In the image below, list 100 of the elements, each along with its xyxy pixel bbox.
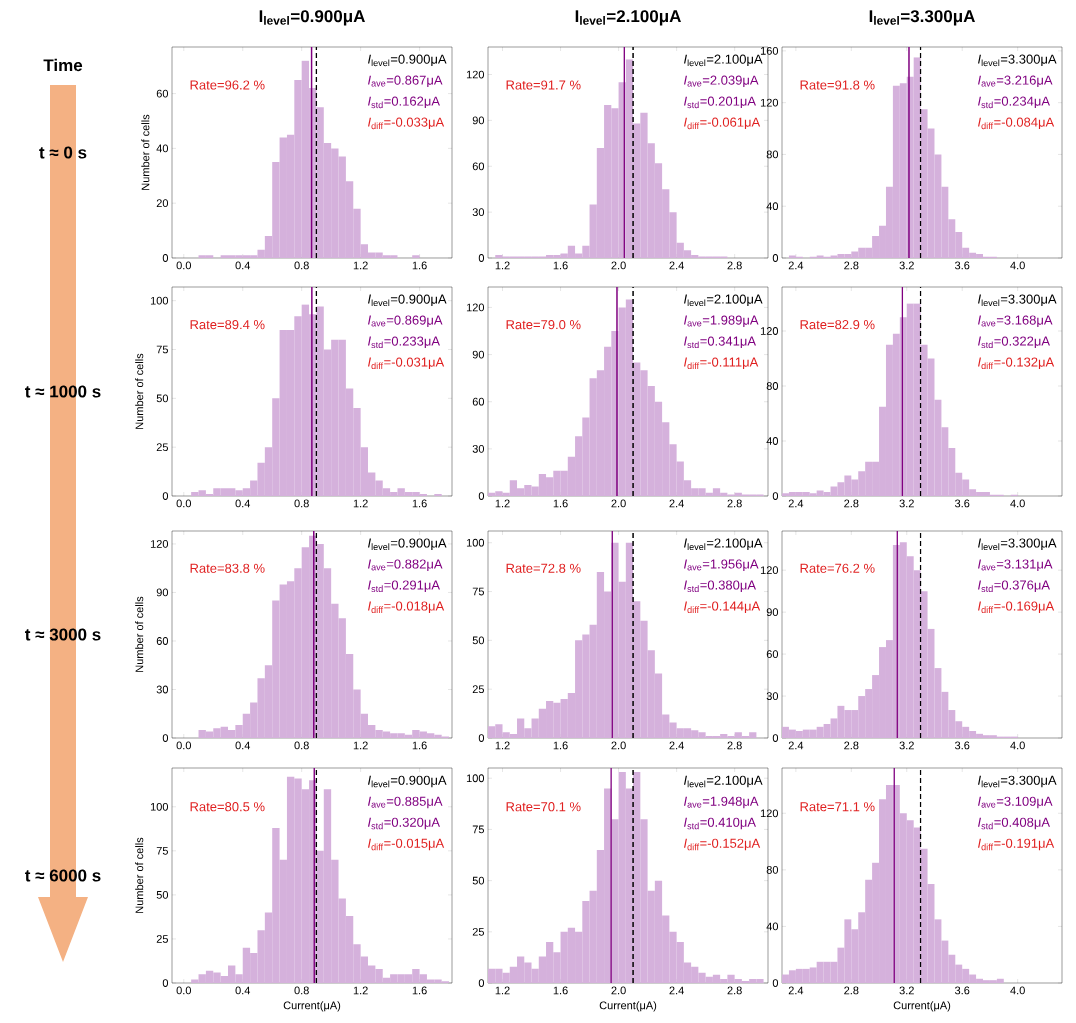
annotation: I$_{std}$=0.233μA bbox=[368, 336, 440, 349]
y-tick-label: 40 bbox=[156, 144, 169, 153]
annotation: I$_{ave}$=1.956μA bbox=[684, 559, 759, 571]
annotation: I$_{std}$=0.410μA bbox=[684, 817, 756, 830]
y-tick-label: 0 bbox=[478, 492, 485, 500]
x-tick-label: 2.8 bbox=[727, 261, 742, 270]
y-tick-label: 0 bbox=[772, 979, 779, 987]
y-tick-label: 90 bbox=[472, 116, 485, 125]
y-tick-label: 50 bbox=[472, 636, 485, 645]
annotation: I$_{level}$=2.100μA bbox=[684, 294, 763, 307]
y-tick-label: 120 bbox=[760, 327, 779, 335]
x-tick-label: 2.0 bbox=[611, 741, 626, 750]
x-tick-label: 2.8 bbox=[844, 261, 859, 270]
x-tick-label: 2.4 bbox=[788, 986, 804, 995]
x-tick-label: 3.2 bbox=[899, 741, 914, 750]
y-tick-label: 90 bbox=[472, 350, 485, 359]
annotation: I$_{level}$=0.900μA bbox=[368, 775, 447, 788]
annotation: Rate=72.8 % bbox=[506, 563, 581, 573]
annotation: I$_{diff}$=-0.084μA bbox=[978, 117, 1055, 130]
x-tick-label: 1.2 bbox=[495, 261, 510, 270]
x-tick-label: 1.6 bbox=[412, 261, 427, 270]
annotation: I$_{ave}$=3.109μA bbox=[978, 796, 1053, 809]
x-tick-label: 3.6 bbox=[954, 261, 970, 270]
y-tick-label: 20 bbox=[156, 199, 169, 208]
y-tick-label: 30 bbox=[766, 692, 779, 700]
y-tick-label: 80 bbox=[766, 150, 779, 159]
y-tick-label: 60 bbox=[472, 162, 485, 171]
y-tick-label: 60 bbox=[766, 650, 779, 658]
x-tick-label: 3.6 bbox=[954, 741, 970, 750]
x-tick-label: 4.0 bbox=[1010, 499, 1025, 508]
x-tick-label: 1.2 bbox=[495, 986, 510, 995]
x-tick-label: 2.0 bbox=[611, 986, 626, 995]
x-tick-label: 2.0 bbox=[611, 261, 626, 270]
annotation: I$_{std}$=0.341μA bbox=[684, 336, 756, 349]
annotation: I$_{diff}$=-0.191μA bbox=[978, 838, 1055, 851]
annotation: I$_{level}$=3.300μA bbox=[978, 538, 1057, 551]
annotation: I$_{diff}$=-0.152μA bbox=[684, 838, 761, 851]
chart-title: I$_{level}$=3.300μA bbox=[869, 10, 975, 26]
annotation: I$_{std}$=0.380μA bbox=[684, 580, 756, 593]
x-axis-title: Current(μA) bbox=[283, 1001, 341, 1012]
x-tick-label: 2.4 bbox=[669, 986, 684, 995]
x-tick-label: 1.2 bbox=[353, 261, 368, 270]
x-tick-label: 0.4 bbox=[235, 499, 251, 508]
x-tick-label: 0.4 bbox=[235, 986, 251, 995]
annotation: I$_{std}$=0.376μA bbox=[978, 580, 1050, 593]
annotation: I$_{diff}$=-0.061μA bbox=[684, 117, 761, 130]
y-tick-label: 120 bbox=[760, 566, 779, 575]
x-tick-label: 2.4 bbox=[669, 261, 684, 270]
y-tick-label: 0 bbox=[772, 254, 779, 262]
x-tick-label: 2.4 bbox=[788, 741, 804, 750]
x-tick-label: 1.6 bbox=[553, 261, 568, 270]
y-tick-label: 75 bbox=[472, 825, 484, 834]
y-tick-label: 25 bbox=[472, 685, 484, 694]
text: t ≈ 6000 s bbox=[24, 869, 101, 882]
y-tick-label: 0 bbox=[478, 734, 485, 742]
annotation: Rate=70.1 % bbox=[506, 802, 581, 812]
x-tick-label: 0.8 bbox=[294, 741, 309, 750]
annotation: I$_{std}$=0.162μA bbox=[368, 96, 440, 109]
annotation: I$_{ave}$=3.131μA bbox=[978, 559, 1053, 571]
y-tick-label: 40 bbox=[766, 437, 779, 445]
annotation: Rate=96.2 % bbox=[190, 80, 265, 90]
y-tick-label: 40 bbox=[766, 922, 779, 931]
y-tick-label: 75 bbox=[472, 587, 484, 596]
chart-title: I$_{level}$=2.100μA bbox=[575, 10, 681, 26]
annotation: Rate=76.2 % bbox=[800, 563, 875, 573]
y-tick-label: 0 bbox=[478, 979, 485, 987]
annotation: I$_{std}$=0.201μA bbox=[684, 96, 756, 109]
annotation: I$_{ave}$=2.039μA bbox=[684, 75, 759, 88]
annotation: I$_{level}$=3.300μA bbox=[978, 775, 1057, 788]
x-tick-label: 1.6 bbox=[553, 741, 568, 750]
y-tick-label: 0 bbox=[772, 492, 779, 500]
y-tick-label: 120 bbox=[466, 303, 485, 312]
y-tick-label: 60 bbox=[156, 89, 169, 98]
y-tick-label: 50 bbox=[472, 876, 485, 885]
x-tick-label: 2.4 bbox=[788, 261, 804, 270]
y-tick-label: 100 bbox=[150, 802, 169, 811]
annotation: I$_{diff}$=-0.111μA bbox=[684, 357, 759, 370]
x-tick-label: 1.6 bbox=[553, 986, 568, 995]
annotation: I$_{level}$=0.900μA bbox=[368, 538, 447, 551]
text: t ≈ 3000 s bbox=[24, 628, 101, 641]
y-tick-label: 40 bbox=[766, 202, 779, 211]
x-tick-label: 1.2 bbox=[353, 741, 368, 750]
annotation: I$_{ave}$=0.869μA bbox=[368, 315, 443, 328]
annotation: Rate=79.0 % bbox=[506, 320, 581, 330]
y-axis-title: Number of cells bbox=[141, 114, 150, 190]
text: t ≈ 0 s bbox=[39, 146, 87, 159]
x-tick-label: 4.0 bbox=[1010, 986, 1025, 995]
annotation: I$_{level}$=2.100μA bbox=[684, 54, 763, 67]
annotation: I$_{level}$=0.900μA bbox=[368, 54, 447, 67]
annotation: I$_{diff}$=-0.169μA bbox=[978, 601, 1055, 614]
y-tick-label: 120 bbox=[760, 98, 779, 107]
x-tick-label: 2.4 bbox=[669, 499, 684, 508]
y-tick-label: 30 bbox=[472, 208, 485, 217]
annotation: I$_{ave}$=1.989μA bbox=[684, 315, 759, 328]
x-tick-label: 0.4 bbox=[235, 741, 251, 750]
x-tick-label: 2.8 bbox=[727, 986, 742, 995]
y-tick-label: 60 bbox=[472, 397, 485, 406]
annotation: I$_{ave}$=3.216μA bbox=[978, 75, 1053, 88]
x-tick-label: 1.6 bbox=[553, 499, 568, 508]
y-tick-label: 25 bbox=[472, 927, 484, 936]
